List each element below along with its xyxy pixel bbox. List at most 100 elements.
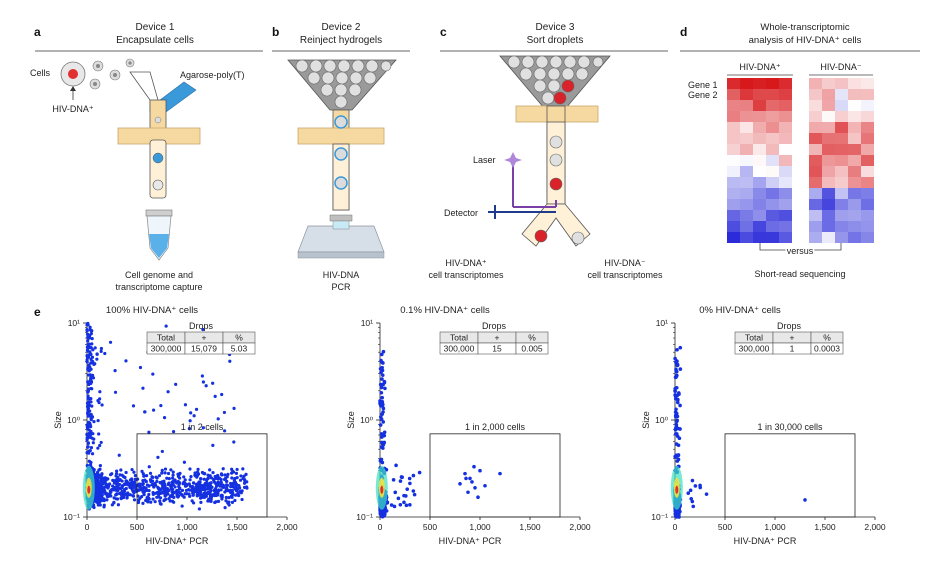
gate-label: 1 in 2 cells — [181, 422, 224, 432]
scatter-point — [213, 487, 218, 491]
scatter-point — [164, 497, 168, 501]
scatter-point — [196, 467, 200, 471]
table-value: 300,000 — [444, 344, 475, 354]
heatmap-cell — [848, 144, 861, 155]
scatter-point — [206, 477, 210, 481]
heatmap-cell — [766, 122, 779, 133]
cell-nucleus-icon — [93, 82, 97, 86]
scatter-point — [206, 482, 210, 486]
x-tick-label: 0 — [85, 522, 90, 532]
scatter-point — [128, 484, 132, 488]
heatmap-cell — [809, 89, 822, 100]
scatter-point — [223, 429, 227, 433]
scatter-point — [213, 474, 217, 479]
heatmap-cell — [727, 100, 740, 111]
heatmap-cell — [753, 232, 766, 243]
scatter-point — [189, 411, 193, 415]
scatter-point — [379, 370, 383, 375]
heatmap-cell — [740, 166, 753, 177]
scatter-point — [391, 478, 396, 482]
scatter-point — [111, 478, 115, 482]
heatmap-cell — [848, 100, 861, 111]
scatter-point — [141, 489, 145, 493]
y-tick-label: 10¹ — [656, 318, 668, 328]
heatmap-cell — [727, 122, 740, 133]
scatter-point — [201, 426, 205, 430]
table-value: 15,079 — [191, 344, 217, 354]
scatter-point — [97, 494, 101, 499]
scatter-point — [150, 475, 154, 479]
scatter-point — [224, 495, 228, 500]
heatmap-pos-header: HIV-DNA⁺ — [739, 62, 781, 72]
scatter-point — [380, 412, 384, 416]
laser-star-icon — [504, 152, 522, 168]
heatmap-cell — [727, 78, 740, 89]
scatter-point — [408, 503, 412, 507]
scatter-point — [212, 480, 217, 484]
heatmap-cell — [848, 166, 861, 177]
scatter-point — [98, 397, 102, 401]
scatter-point — [95, 357, 99, 361]
scatter-point — [691, 504, 696, 509]
panel-b-title: Reinject hydrogels — [300, 35, 382, 46]
scatter-point — [166, 390, 170, 394]
scatter-point — [165, 476, 169, 480]
scatter-point — [112, 481, 116, 485]
scatter-point — [160, 491, 164, 495]
heatmap-cell — [861, 89, 874, 100]
scatter-point — [392, 504, 397, 509]
panel-d: d Whole-transcriptomic analysis of HIV-D… — [680, 22, 920, 279]
scatter-point — [96, 418, 100, 423]
scatter-point — [412, 492, 417, 497]
scatter-point — [86, 366, 90, 370]
heatmap-cell — [848, 199, 861, 210]
heatmap-cell — [835, 111, 848, 122]
scatter-point — [85, 355, 90, 360]
scatter-point — [89, 445, 94, 450]
scatter-point — [230, 500, 235, 504]
table-header: + — [495, 333, 500, 343]
scatter-plot-100pct: 100% HIV-DNA⁺ cells 0 500 1,000 1,500 2,000 10… — [53, 305, 298, 546]
scatter-point — [151, 491, 155, 495]
bead-icon — [295, 59, 309, 73]
x-tick-label: 1,500 — [226, 522, 248, 532]
scatter-point — [378, 423, 383, 427]
scatter-point — [399, 475, 404, 479]
scatter-point — [85, 436, 90, 440]
plot-title: 0.1% HIV-DNA⁺ cells — [400, 305, 490, 316]
scatter-point — [131, 404, 136, 408]
scatter-point — [466, 490, 470, 495]
scatter-point — [239, 474, 243, 478]
scatter-point — [138, 496, 142, 500]
scatter-point — [90, 452, 95, 456]
scatter-point — [676, 457, 681, 462]
scatter-point — [675, 347, 679, 352]
heatmap-cell — [848, 89, 861, 100]
bead-icon — [348, 83, 362, 97]
scatter-point — [199, 500, 203, 504]
scatter-point — [118, 491, 122, 496]
scatter-point — [91, 503, 96, 507]
heatmap-cell — [861, 199, 874, 210]
scatter-point — [99, 489, 103, 493]
heatmap-cell — [753, 210, 766, 221]
heatmap-cell — [779, 232, 792, 243]
scatter-point — [180, 504, 184, 508]
scatter-point — [112, 488, 116, 492]
scatter-point — [94, 488, 98, 493]
scatter-point — [96, 446, 100, 450]
heatmap-cell — [861, 210, 874, 221]
droplet-icon — [535, 55, 549, 69]
scatter-point — [169, 487, 173, 491]
scatter-point — [673, 375, 678, 380]
scatter-point — [96, 500, 100, 504]
scatter-point — [129, 482, 133, 486]
pcr-machine-icon — [297, 225, 385, 253]
density-max — [675, 485, 679, 494]
scatter-point — [88, 325, 92, 329]
scatter-point — [180, 488, 185, 492]
scatter-point — [141, 386, 145, 390]
table-cell — [515, 342, 549, 355]
scatter-point — [191, 493, 195, 497]
scatter-point — [149, 500, 153, 504]
